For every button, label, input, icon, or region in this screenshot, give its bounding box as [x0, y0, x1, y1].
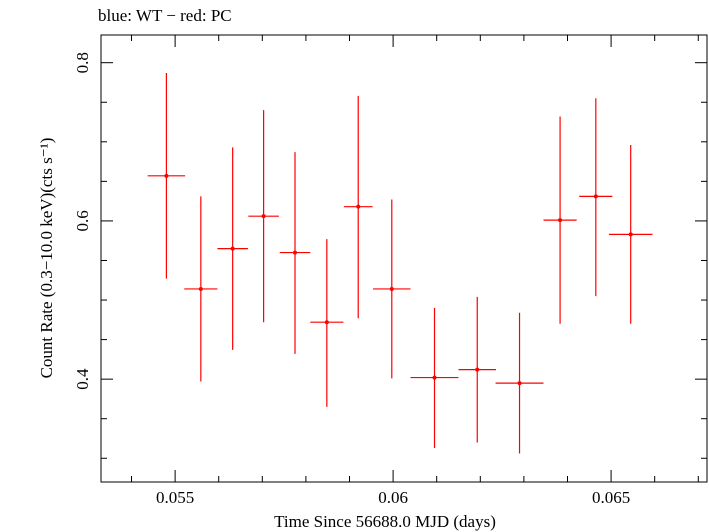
data-points [147, 72, 653, 454]
point-marker [356, 204, 361, 209]
data-point [248, 110, 279, 323]
point-marker [389, 286, 394, 291]
chart-title: blue: WT − red: PC [98, 6, 232, 25]
point-marker [517, 381, 522, 386]
data-point [543, 116, 577, 324]
x-tick-label: 0.065 [592, 488, 630, 507]
y-tick-label: 0.4 [73, 368, 92, 390]
data-point [147, 72, 186, 279]
axis-ticks [101, 35, 707, 482]
y-tick-label: 0.8 [73, 52, 92, 73]
point-marker [475, 367, 480, 372]
x-tick-labels: 0.055 0.06 0.065 [156, 488, 630, 507]
data-point [343, 95, 373, 319]
plot-frame [100, 34, 708, 483]
data-point [279, 152, 311, 354]
y-axis-label: Count Rate (0.3−10.0 keV)(cts s⁻¹) [37, 138, 56, 379]
data-point [184, 196, 218, 382]
point-marker [164, 173, 169, 178]
point-marker [198, 286, 203, 291]
point-marker [293, 250, 298, 255]
y-tick-labels: 0.4 0.6 0.8 [73, 52, 92, 390]
point-marker [230, 246, 235, 251]
data-point [310, 239, 344, 407]
x-axis-label: Time Since 56688.0 MJD (days) [274, 512, 496, 531]
data-point [608, 144, 653, 324]
point-marker [261, 214, 266, 219]
data-point [410, 307, 459, 448]
data-point [217, 147, 248, 350]
y-tick-label: 0.6 [73, 210, 92, 231]
point-marker [593, 194, 598, 199]
point-marker [628, 232, 633, 237]
x-tick-label: 0.055 [156, 488, 194, 507]
data-point [495, 312, 544, 454]
data-point [373, 199, 411, 379]
point-marker [324, 320, 329, 325]
x-tick-label: 0.06 [378, 488, 408, 507]
point-marker [558, 218, 563, 223]
point-marker [432, 375, 437, 380]
data-point [458, 296, 496, 443]
data-point [579, 98, 613, 297]
